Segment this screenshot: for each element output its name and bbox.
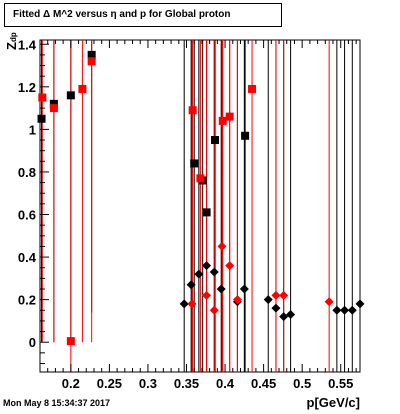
data-point: [355, 299, 365, 309]
data-point: [232, 295, 242, 305]
data-point: [340, 305, 350, 315]
y-axis-label: Zdp: [4, 32, 19, 50]
x-axis-label: p[GeV/c]: [306, 395, 360, 410]
chart-title: Fitted Δ M^2 versus η and p for Global p…: [4, 3, 282, 27]
data-point: [188, 106, 197, 115]
data-point: [248, 84, 257, 93]
y-tick-label: 1: [29, 122, 36, 137]
data-point: [49, 104, 58, 113]
data-point: [49, 99, 58, 108]
data-point: [209, 305, 219, 315]
y-tick-label: 0.4: [18, 250, 37, 265]
data-point: [332, 305, 342, 315]
data-point: [271, 303, 281, 313]
data-point: [190, 159, 199, 168]
data-point: [187, 299, 197, 309]
data-point: [196, 174, 205, 183]
x-tick-label: 0.3: [139, 376, 157, 391]
data-point: [347, 305, 357, 315]
data-point: [279, 290, 289, 300]
data-point: [202, 290, 212, 300]
data-point: [218, 116, 227, 125]
data-point: [211, 136, 220, 145]
data-point: [202, 261, 212, 271]
y-tick-label: 1.4: [18, 37, 37, 52]
data-point: [263, 295, 273, 305]
y-tick-label: 0.2: [18, 293, 36, 308]
x-tick-label: 0.5: [293, 376, 311, 391]
y-tick-label: 1.2: [18, 80, 36, 95]
x-tick-label: 0.35: [174, 376, 199, 391]
data-point: [186, 280, 196, 290]
data-point: [239, 284, 249, 294]
data-point: [202, 208, 211, 217]
x-tick-label: 0.2: [62, 376, 80, 391]
data-point: [78, 84, 87, 93]
data-point: [209, 267, 219, 277]
y-tick-label: 0.8: [18, 165, 36, 180]
data-point: [194, 269, 204, 279]
data-point: [66, 91, 75, 100]
data-point: [225, 261, 235, 271]
y-tick-label: 0.6: [18, 208, 36, 223]
data-point: [66, 337, 75, 346]
data-point: [179, 299, 189, 309]
x-tick-label: 0.45: [251, 376, 276, 391]
data-point: [286, 310, 296, 320]
data-point: [217, 241, 227, 251]
timestamp: Mon May 8 15:34:37 2017: [3, 398, 111, 408]
data-point: [241, 131, 250, 140]
data-point: [225, 112, 234, 121]
data-point: [271, 290, 281, 300]
x-tick-label: 0.4: [216, 376, 235, 391]
data-point: [87, 57, 96, 66]
data-point: [324, 297, 334, 307]
data-point: [279, 312, 289, 322]
data-point: [216, 284, 226, 294]
x-tick-label: 0.55: [328, 376, 353, 391]
data-point: [87, 50, 96, 59]
x-tick-label: 0.25: [97, 376, 122, 391]
y-tick-label: 0: [29, 335, 36, 350]
